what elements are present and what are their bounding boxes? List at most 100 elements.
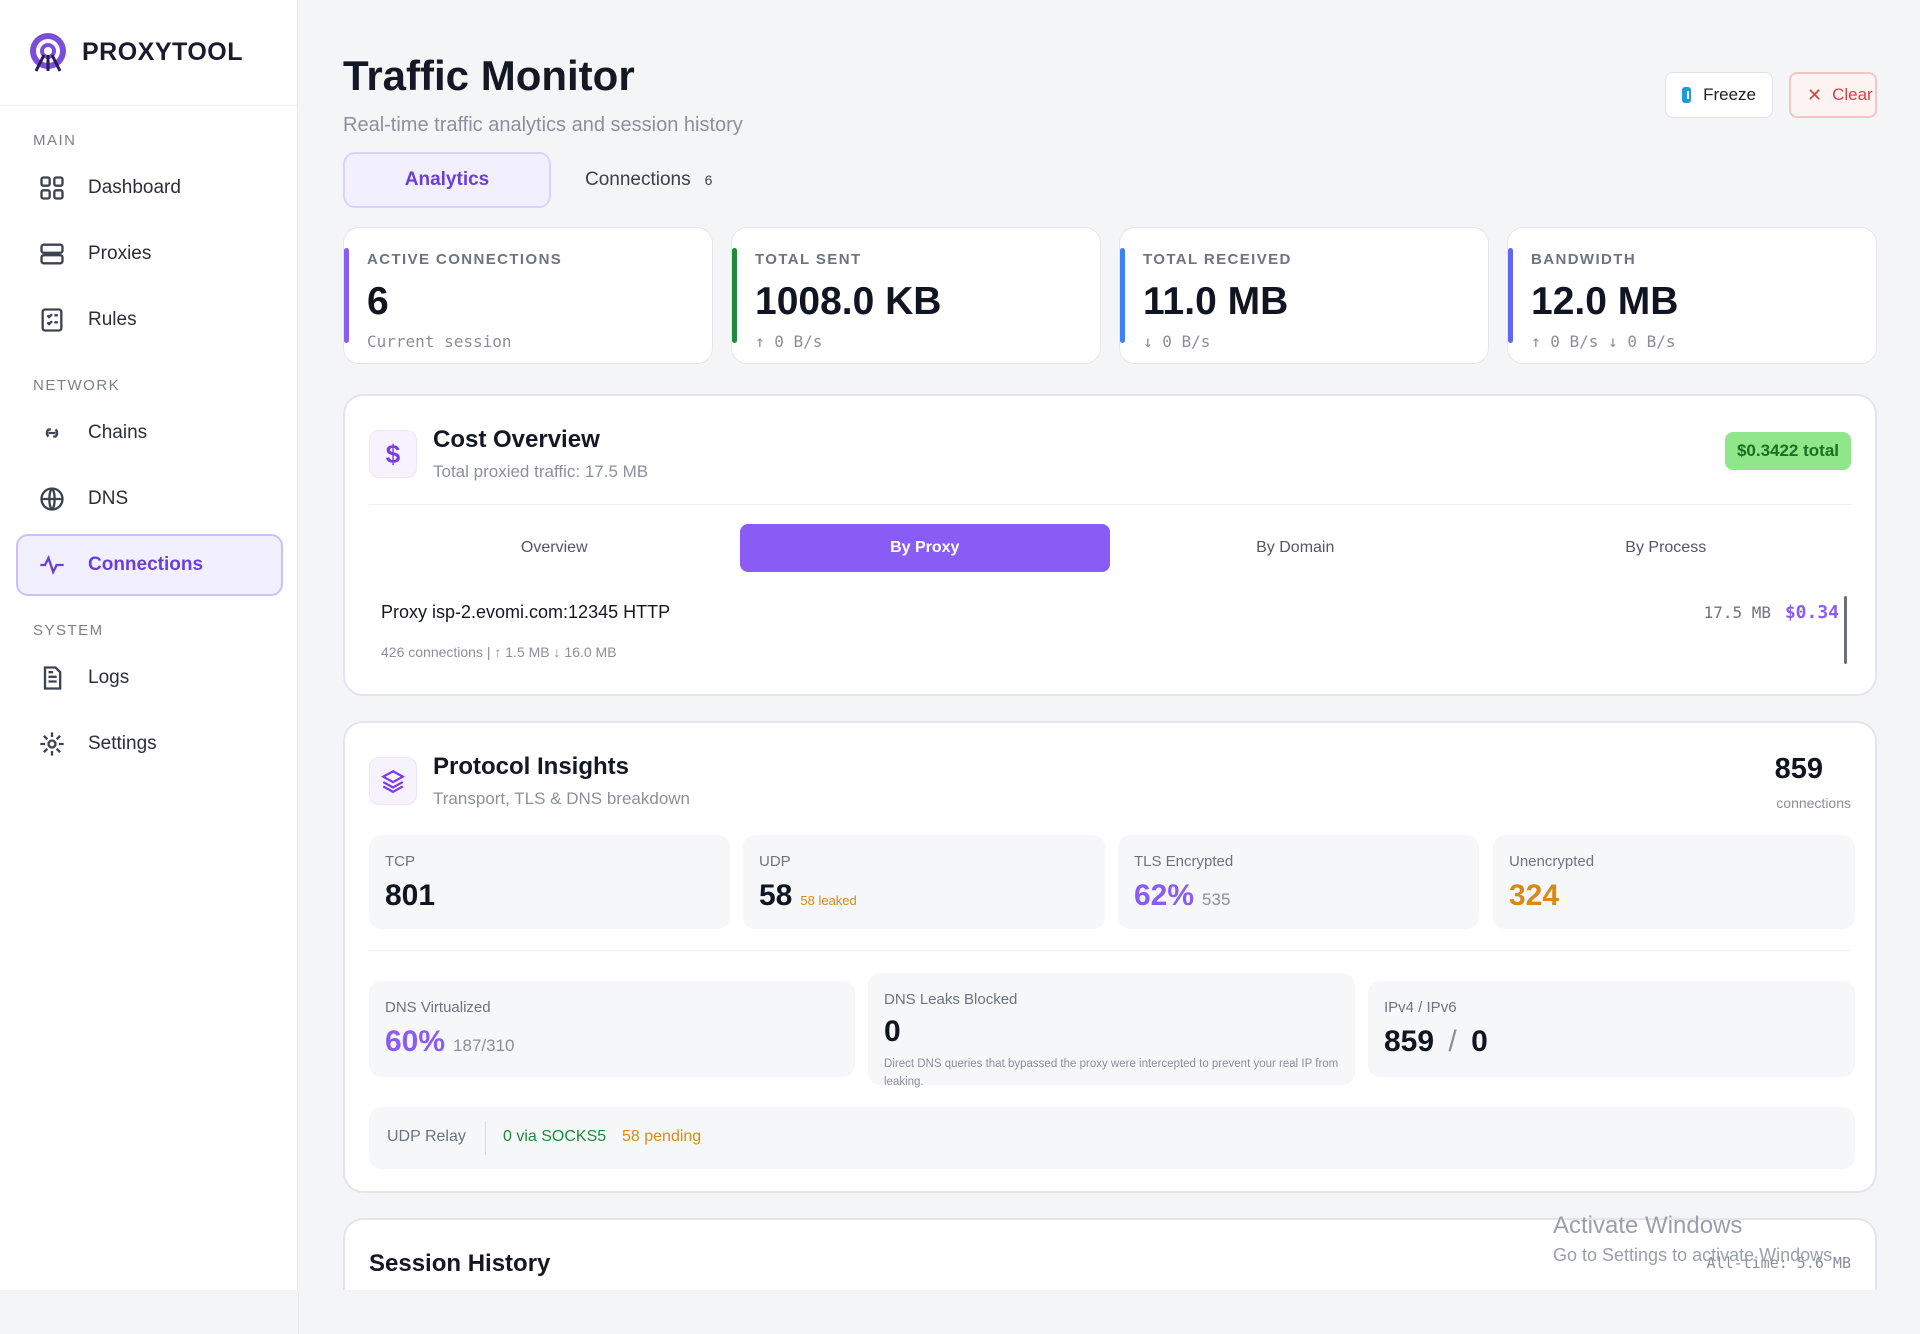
dns-virtualized-value-wrap: 60% 187/310 bbox=[385, 1025, 515, 1059]
proxy-cost: $0.34 bbox=[1784, 602, 1839, 623]
stat-label: BANDWIDTH bbox=[1531, 251, 1637, 268]
stat-label: ACTIVE CONNECTIONS bbox=[367, 251, 563, 268]
proxy-meta: 426 connections | ↑ 1.5 MB ↓ 16.0 MB bbox=[381, 644, 617, 660]
sidebar-item-label: Settings bbox=[88, 733, 157, 754]
ipv4-value: 859 bbox=[1384, 1025, 1435, 1058]
stat-sub: ↓ 0 B/s bbox=[1143, 332, 1211, 351]
total-connections-value: 859 bbox=[1774, 753, 1823, 785]
stat-total-received: TOTAL RECEIVED 11.0 MB ↓ 0 B/s bbox=[1119, 227, 1489, 364]
segment-by-process[interactable]: By Process bbox=[1625, 539, 1707, 556]
sidebar-item-label: Rules bbox=[88, 309, 137, 330]
stat-value: 11.0 MB bbox=[1143, 280, 1289, 323]
sidebar-item-rules[interactable]: Rules bbox=[16, 289, 283, 351]
proxy-name: Proxy isp-2.evomi.com:12345 HTTP bbox=[381, 602, 671, 622]
card-title: Session History bbox=[369, 1250, 551, 1277]
sidebar: PROXYTOOL MAIN Dashboard Proxies Rules N… bbox=[0, 0, 298, 1334]
card-subtitle: Transport, TLS & DNS breakdown bbox=[433, 789, 691, 808]
segment-by-domain[interactable]: By Domain bbox=[1256, 539, 1335, 556]
tls-box: TLS Encrypted 62% 535 bbox=[1118, 835, 1479, 929]
grid-icon bbox=[40, 176, 64, 200]
accent-bar bbox=[1508, 248, 1513, 343]
dns-virtualized-label: DNS Virtualized bbox=[385, 999, 491, 1016]
session-all-time: All-time: 5.6 MB bbox=[1706, 1254, 1852, 1272]
unencrypted-value: 324 bbox=[1509, 879, 1560, 912]
udp-relay-via: 0 via SOCKS5 bbox=[503, 1128, 607, 1145]
nav-section-system: SYSTEM bbox=[33, 622, 104, 639]
document-icon bbox=[43, 666, 62, 690]
gear-icon bbox=[40, 732, 64, 756]
clear-label: Clear bbox=[1832, 85, 1873, 104]
udp-relay-pending: 58 pending bbox=[622, 1128, 702, 1145]
stat-value: 1008.0 KB bbox=[755, 280, 942, 323]
stat-value: 12.0 MB bbox=[1531, 280, 1679, 323]
divider bbox=[369, 504, 1851, 505]
stat-label: TOTAL RECEIVED bbox=[1143, 251, 1292, 268]
dns-leaks-box: DNS Leaks Blocked 0 Direct DNS queries t… bbox=[868, 973, 1355, 1088]
dns-leaks-note: Direct DNS queries that bypassed the pro… bbox=[884, 1058, 1339, 1088]
tab-bar: Analytics Connections 6 bbox=[343, 152, 712, 208]
ip-version-box: IPv4 / IPv6 859 / 0 bbox=[1368, 981, 1855, 1077]
clear-button[interactable]: ✕ Clear bbox=[1789, 72, 1877, 118]
tab-connections[interactable]: Connections 6 bbox=[585, 152, 712, 208]
app-name: PROXYTOOL bbox=[82, 38, 244, 66]
udp-relay-label: UDP Relay bbox=[387, 1128, 466, 1145]
udp-relay-box: UDP Relay 0 via SOCKS5 58 pending bbox=[369, 1107, 1855, 1169]
divider bbox=[369, 950, 1851, 951]
cost-segment-control: Overview By Proxy By Domain By Process bbox=[369, 524, 1851, 572]
link-icon bbox=[45, 428, 59, 438]
segment-by-proxy[interactable]: By Proxy bbox=[739, 524, 1110, 572]
sidebar-item-dns[interactable]: DNS bbox=[16, 468, 283, 530]
sidebar-item-dashboard[interactable]: Dashboard bbox=[16, 157, 283, 219]
udp-leaked: 58 leaked bbox=[800, 893, 857, 908]
tcp-box: TCP 801 bbox=[369, 835, 730, 929]
connections-count-badge: 6 bbox=[704, 172, 713, 188]
ip-version-values: 859 / 0 bbox=[1384, 1025, 1488, 1059]
stat-value: 6 bbox=[367, 280, 389, 323]
bottom-fade bbox=[0, 1290, 1920, 1334]
card-subtitle: Total proxied traffic: 17.5 MB bbox=[433, 462, 649, 481]
proxy-size: 17.5 MB bbox=[1703, 603, 1771, 622]
sidebar-item-label: Chains bbox=[88, 422, 148, 443]
sidebar-item-settings[interactable]: Settings bbox=[16, 713, 283, 775]
sidebar-item-connections[interactable]: Connections bbox=[16, 534, 283, 596]
page-title: Traffic Monitor bbox=[343, 52, 635, 99]
sidebar-item-label: Proxies bbox=[88, 243, 152, 264]
dns-leaks-value: 0 bbox=[884, 1015, 901, 1048]
freeze-button[interactable]: Freeze bbox=[1665, 72, 1773, 118]
sidebar-item-chains[interactable]: Chains bbox=[16, 402, 283, 464]
tcp-value: 801 bbox=[385, 879, 436, 912]
close-icon: ✕ bbox=[1807, 84, 1823, 105]
dns-virtualized-ratio: 187/310 bbox=[453, 1036, 515, 1055]
logo-icon bbox=[30, 32, 66, 72]
tls-count: 535 bbox=[1202, 890, 1231, 909]
stat-sub: ↑ 0 B/s ↓ 0 B/s bbox=[1531, 332, 1676, 351]
sidebar-item-proxies[interactable]: Proxies bbox=[16, 223, 283, 285]
segment-overview[interactable]: Overview bbox=[520, 539, 588, 556]
udp-value: 58 bbox=[759, 879, 793, 912]
accent-bar bbox=[344, 248, 349, 343]
activity-icon bbox=[40, 554, 64, 576]
accent-bar bbox=[732, 248, 737, 343]
stat-total-sent: TOTAL SENT 1008.0 KB ↑ 0 B/s bbox=[731, 227, 1101, 364]
sidebar-item-label: DNS bbox=[88, 488, 129, 509]
stat-label: TOTAL SENT bbox=[755, 251, 862, 268]
ipv6-value: 0 bbox=[1471, 1025, 1488, 1058]
tcp-label: TCP bbox=[385, 853, 415, 870]
page-subtitle: Real-time traffic analytics and session … bbox=[343, 114, 743, 136]
tab-analytics[interactable]: Analytics bbox=[343, 152, 551, 208]
tls-value-wrap: 62% 535 bbox=[1134, 879, 1230, 913]
pause-icon bbox=[1682, 87, 1694, 103]
udp-label: UDP bbox=[759, 853, 791, 870]
brand[interactable]: PROXYTOOL bbox=[0, 0, 297, 106]
scrollbar[interactable] bbox=[1844, 596, 1847, 664]
unencrypted-box: Unencrypted 324 bbox=[1493, 835, 1855, 929]
tls-value: 62% bbox=[1134, 879, 1195, 912]
sidebar-item-label: Connections bbox=[88, 554, 204, 575]
stat-sub: ↑ 0 B/s bbox=[755, 332, 823, 351]
udp-value-wrap: 58 58 leaked bbox=[759, 879, 857, 913]
checklist-icon bbox=[41, 308, 63, 332]
sidebar-item-logs[interactable]: Logs bbox=[16, 647, 283, 709]
total-connections-label: connections bbox=[1776, 795, 1851, 811]
udp-box: UDP 58 58 leaked bbox=[743, 835, 1105, 929]
accent-bar bbox=[1120, 248, 1125, 343]
